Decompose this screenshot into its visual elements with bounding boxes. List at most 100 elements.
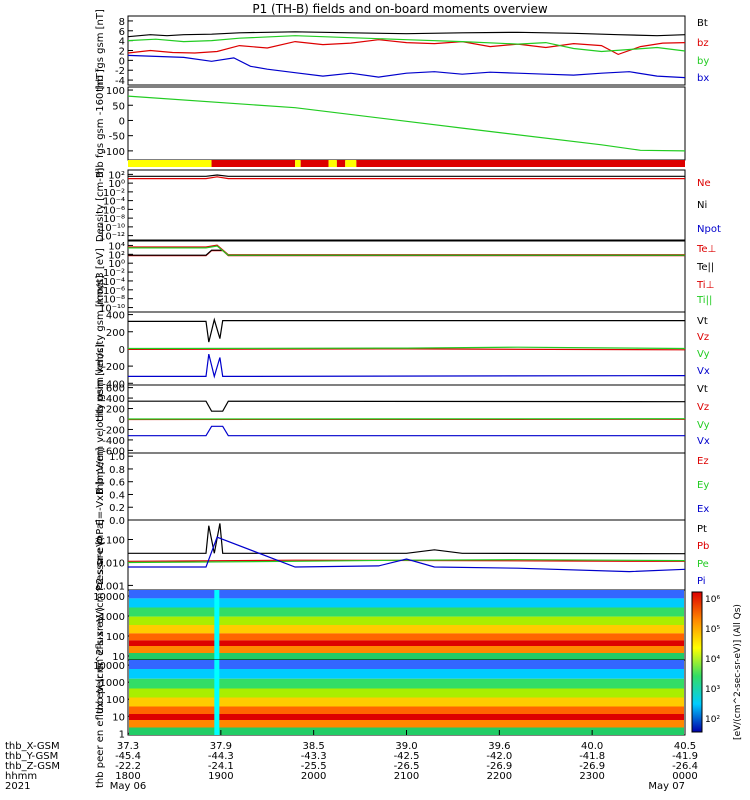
- series-line: [127, 39, 686, 56]
- spectrogram-band: [129, 714, 684, 720]
- y-tick-label: 4: [119, 37, 125, 48]
- series-line: [128, 176, 685, 180]
- spectrogram-band: [129, 669, 684, 679]
- x-tick-label: -24.1: [208, 761, 234, 772]
- x-tick-label: 2300: [579, 771, 604, 782]
- series-line: [127, 346, 686, 350]
- y-tick-label: 100: [106, 632, 125, 643]
- x-axis-row-label: 2021: [5, 781, 30, 792]
- legend-entry: Ne: [697, 178, 711, 189]
- x-tick-label: -25.5: [301, 761, 327, 772]
- y-tick-label: 200: [106, 405, 125, 416]
- y-tick-label: 600: [106, 384, 125, 395]
- series-line: [127, 95, 686, 152]
- legend-entry: Ez: [697, 456, 709, 467]
- y-tick-label: 0.4: [109, 490, 125, 501]
- spectrogram-band: [129, 640, 684, 646]
- legend-entry: Vx: [697, 366, 710, 377]
- y-tick-label: 1: [119, 729, 125, 740]
- y-tick-label: 50: [112, 101, 125, 112]
- legend-entry: Npot: [697, 224, 721, 235]
- legend-entry: Te⊥: [696, 244, 716, 255]
- series-line: [127, 559, 686, 564]
- x-tick-label: 1800: [115, 771, 140, 782]
- x-tick-label: 37.3: [117, 741, 139, 752]
- legend-entry: by: [697, 56, 709, 67]
- colorbar-label: [eV/(cm^2-sec-sr-eV)] (All Qs): [733, 604, 743, 740]
- series-line: [127, 31, 686, 38]
- spectrogram-band: [129, 625, 684, 634]
- x-axis-row-label: thb_X-GSM: [5, 741, 60, 752]
- y-tick-label: 100: [106, 695, 125, 706]
- y-axis-label: Pressure [nPa]: [95, 519, 106, 591]
- y-tick-label: 10000: [93, 661, 125, 672]
- series-line: [128, 353, 686, 379]
- y-tick-label: 0: [119, 56, 125, 67]
- y-axis-label: thb fgs gsm -160 [nT]: [95, 69, 106, 178]
- spectrogram-band: [129, 678, 684, 689]
- y-tick-label: -2: [115, 66, 125, 77]
- spectrogram-band: [129, 633, 684, 641]
- y-tick-label: 1000: [100, 678, 125, 689]
- spectrogram-band: [129, 646, 684, 653]
- y-tick-label: -400: [102, 379, 125, 390]
- x-tick-label: -44.3: [208, 751, 234, 762]
- series-line: [127, 35, 686, 53]
- y-tick-label: 200: [106, 328, 125, 339]
- y-tick-label: -50: [109, 132, 125, 143]
- colorbar: [691, 591, 703, 733]
- y-tick-label: 10⁻⁴: [103, 277, 125, 288]
- x-tick-label: -22.2: [115, 761, 141, 772]
- colorbar-tick-label: 10⁶: [705, 595, 720, 605]
- x-tick-label: -42.5: [394, 751, 420, 762]
- status-bar-segment: [300, 160, 329, 167]
- y-axis-label: thb peir en eflux eV (cm^2-s-sr-eV): [95, 536, 106, 714]
- y-tick-label: 0.100: [96, 536, 125, 547]
- y-tick-label: 100: [106, 86, 125, 97]
- spectrogram-band: [129, 697, 684, 707]
- y-tick-label: 0: [119, 345, 125, 356]
- y-tick-label: -400: [102, 436, 125, 447]
- y-tick-label: 0: [119, 415, 125, 426]
- series-line: [128, 425, 685, 437]
- y-axis-label: thb peim velocity gsm [km/s]: [95, 275, 106, 422]
- spectrogram-band: [129, 616, 684, 625]
- panel-frame: [127, 169, 686, 241]
- y-tick-label: 10⁻¹⁰: [99, 223, 125, 234]
- spectrogram-band: [129, 607, 684, 617]
- series-line: [127, 559, 685, 562]
- series-line: [127, 54, 686, 79]
- spectrogram-gap: [214, 590, 220, 660]
- status-bar-segment: [211, 160, 296, 167]
- spectrogram-band: [129, 706, 684, 714]
- legend-entry: Ti||: [696, 295, 712, 306]
- spectrogram-gap: [214, 660, 220, 735]
- status-bar-segment: [345, 160, 357, 167]
- y-tick-label: 10²: [108, 170, 125, 181]
- legend-entry: Ey: [697, 480, 709, 491]
- legend-entry: Vz: [697, 332, 709, 343]
- y-tick-label: 10⁻⁴: [103, 197, 125, 208]
- y-tick-label: 10⁻¹⁰: [99, 304, 125, 315]
- y-tick-label: 400: [106, 311, 125, 322]
- x-tick-label: 37.9: [210, 741, 232, 752]
- series-line: [128, 536, 686, 573]
- y-tick-label: 10⁻²: [103, 268, 125, 279]
- x-tick-label: -41.9: [672, 751, 698, 762]
- x-tick-label: -41.8: [579, 751, 605, 762]
- spectrogram-band: [129, 653, 684, 660]
- y-tick-label: 1000: [100, 612, 125, 623]
- series-line: [127, 348, 686, 351]
- panel-frame: [127, 452, 686, 521]
- status-bar-segment: [336, 160, 346, 167]
- y-tick-label: 10: [112, 652, 125, 663]
- x-tick-label: May 07: [648, 781, 685, 792]
- x-tick-label: 1900: [208, 771, 233, 782]
- y-tick-label: 1.0: [109, 452, 125, 463]
- legend-entry: Pb: [697, 541, 709, 552]
- y-tick-label: 0.2: [109, 503, 125, 514]
- y-tick-label: 10⁴: [108, 241, 125, 252]
- y-tick-label: 10⁰: [108, 259, 125, 270]
- spectrogram-band: [129, 688, 684, 698]
